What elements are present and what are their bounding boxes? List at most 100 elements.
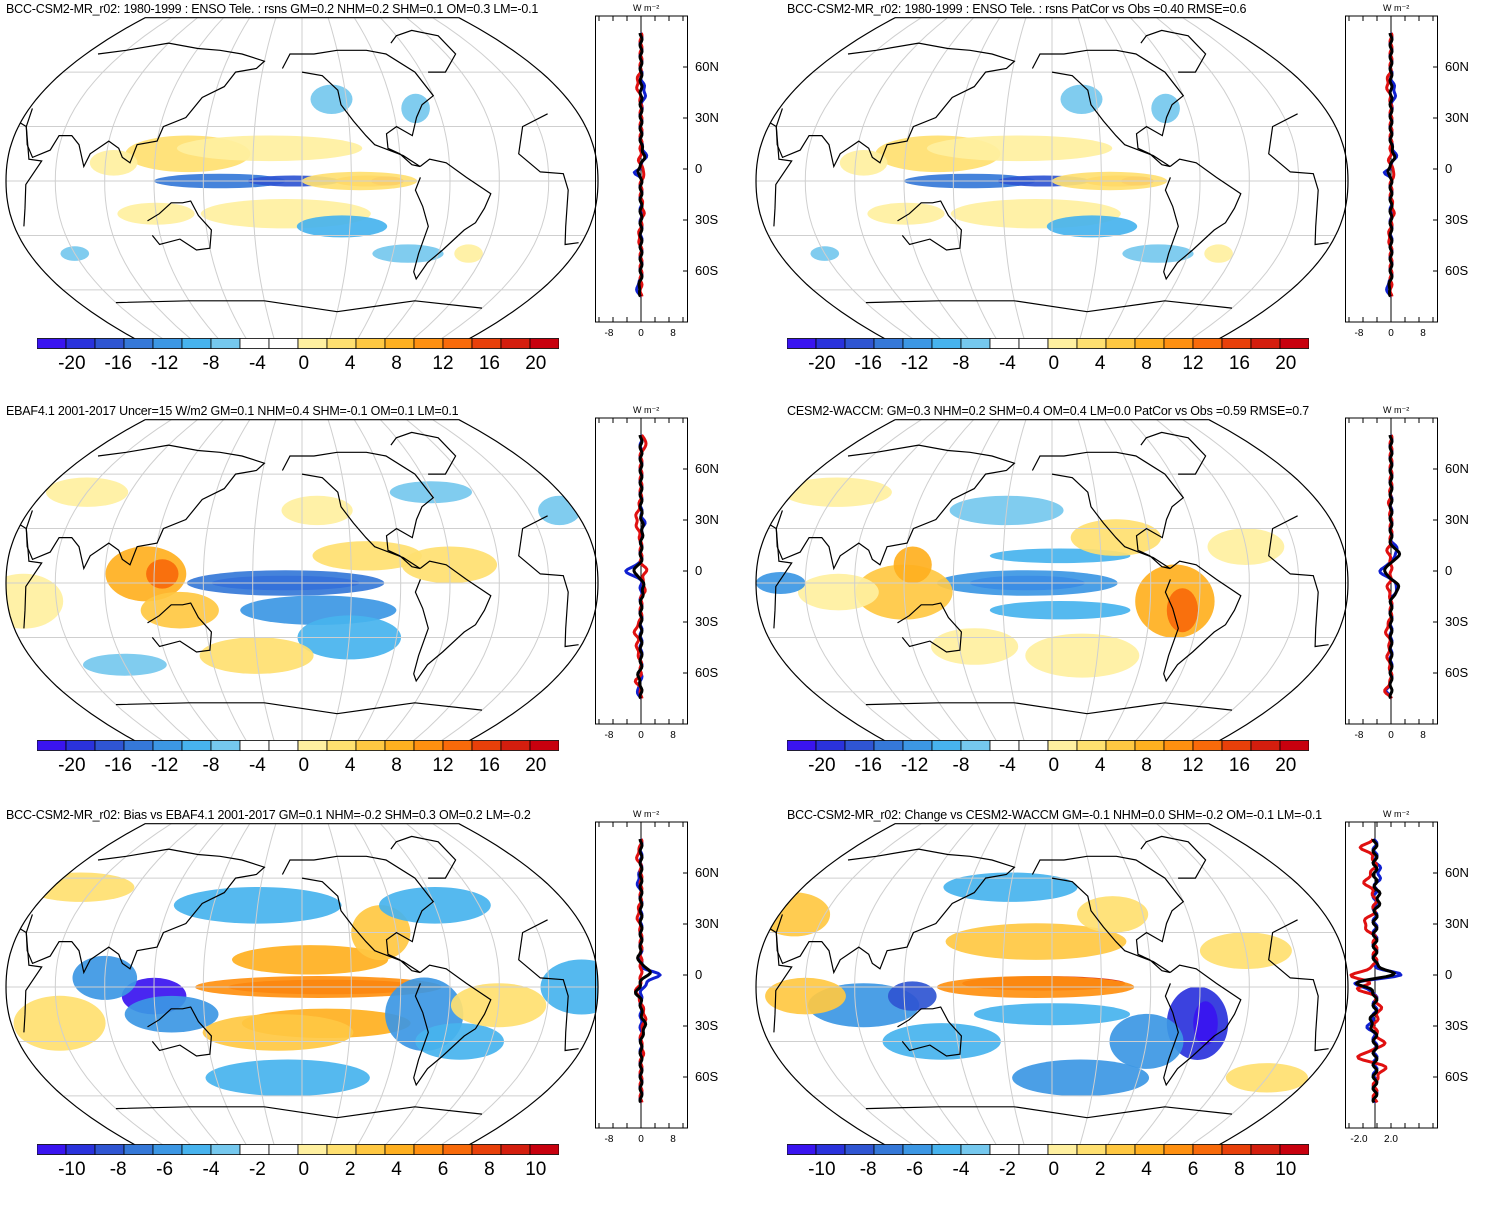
coastline-australia [897, 602, 963, 653]
colorbar-swatch [902, 740, 933, 751]
anomaly-region [1122, 244, 1194, 263]
colorbar-swatch [268, 740, 299, 751]
colorbar-swatch [500, 1144, 531, 1155]
colorbar-tick-label: -2 [998, 1159, 1016, 1180]
colorbar-tick-label: 0 [1048, 1159, 1060, 1180]
latitude-label: 30S [695, 1018, 719, 1033]
latitude-label: 60S [1445, 665, 1469, 680]
coastline-asia [775, 848, 1016, 975]
map-panel-p5: BCC-CSM2-MR_r02: Bias vs EBAF4.1 2001-20… [0, 806, 737, 1206]
colorbar-tick-label: 6 [437, 1159, 449, 1180]
colorbar-tick-label: 16 [478, 755, 500, 776]
coastline-australia [147, 1006, 213, 1057]
colorbar-swatch [844, 338, 875, 349]
colorbar-tick-label: 0 [1048, 353, 1060, 374]
colorbar-swatch [1279, 740, 1309, 751]
panel-title: EBAF4.1 2001-2017 Uncer=15 W/m2 GM=0.1 N… [6, 404, 459, 418]
coastline-namerica [1031, 451, 1185, 570]
colorbar-swatch [471, 1144, 502, 1155]
colorbar-tick-label: -4 [998, 353, 1016, 374]
latitude-label: 30N [695, 110, 719, 125]
colorbar-labels: -20 -16 -12 -8 -4 0 4 8 12 16 20 [787, 755, 1309, 779]
map-panel-p3: EBAF4.1 2001-2017 Uncer=15 W/m2 GM=0.1 N… [0, 402, 737, 802]
colorbar [37, 338, 559, 349]
colorbar-swatch [210, 338, 241, 349]
colorbar-tick-label: -8 [109, 1159, 127, 1180]
colorbar-swatch [1221, 1144, 1252, 1155]
coastline-greenland [390, 29, 457, 73]
colorbar-tick-label: 20 [525, 755, 547, 776]
colorbar [787, 740, 1309, 751]
latitude-label: 60S [1445, 1069, 1469, 1084]
coastline-africa [19, 122, 43, 227]
colorbar-swatch [1279, 338, 1309, 349]
colorbar-tick-label: -8 [952, 755, 970, 776]
latitude-label: 0 [1445, 161, 1453, 176]
colorbar-tick-label: -16 [104, 353, 132, 374]
coastline-samerica [413, 560, 492, 683]
colorbar-tick-label: -12 [900, 755, 929, 776]
colorbar-swatch [815, 740, 846, 751]
colorbar-tick-label: 16 [478, 353, 500, 374]
anomaly-region [401, 93, 430, 124]
coastline-antarctica [115, 702, 265, 706]
colorbar-swatch [1018, 1144, 1049, 1155]
zonal-x-tick-label: 0 [1388, 730, 1394, 741]
anomaly-region [296, 215, 388, 238]
colorbar-swatch [787, 740, 817, 751]
coastline-greenland [1140, 431, 1207, 475]
colorbar-swatch [65, 1144, 96, 1155]
colorbar-swatch [1163, 740, 1194, 751]
latitude-label: 60N [695, 865, 719, 880]
coastline-australia [897, 200, 963, 251]
colorbar-swatch [239, 740, 270, 751]
latitude-label: 0 [695, 967, 703, 982]
zonal-x-tick-label: 2.0 [1384, 1134, 1398, 1145]
colorbar-swatch [181, 338, 212, 349]
colorbar-tick-label: -4 [248, 353, 266, 374]
latitude-label: 60N [1445, 59, 1469, 74]
map-panel-p2: BCC-CSM2-MR_r02: 1980-1999 : ENSO Tele. … [750, 0, 1487, 400]
zonal-x-tick-label: 0 [638, 328, 644, 339]
colorbar-swatch [873, 338, 904, 349]
coastline-africa [769, 524, 793, 629]
colorbar-swatch [500, 740, 531, 751]
colorbar-swatch [123, 1144, 154, 1155]
mean-profile-line [636, 32, 647, 298]
colorbar-tick-label: 8 [391, 353, 402, 374]
colorbar-swatch [989, 1144, 1020, 1155]
colorbar-swatch [787, 338, 817, 349]
colorbar-swatch [94, 338, 125, 349]
colorbar-swatch [37, 1144, 67, 1155]
colorbar-swatch [1076, 740, 1107, 751]
graticule [756, 17, 1348, 345]
colorbar-swatch [297, 740, 328, 751]
colorbar-tick-label: 20 [1275, 353, 1297, 374]
colorbar-swatch [529, 1144, 559, 1155]
colorbar-swatch [1192, 740, 1223, 751]
coastline-samerica [1163, 158, 1242, 281]
latitude-label: 60S [695, 1069, 719, 1084]
colorbar-swatch [1018, 740, 1049, 751]
colorbar-swatch [989, 338, 1020, 349]
colorbar-tick-label: -4 [952, 1159, 970, 1180]
latitude-label: 0 [1445, 563, 1453, 578]
colorbar-tick-label: -12 [150, 353, 179, 374]
colorbar-tick-label: 10 [1275, 1159, 1297, 1180]
colorbar-swatch [210, 1144, 241, 1155]
colorbar-tick-label: -8 [952, 353, 970, 374]
colorbar-swatch [1279, 1144, 1309, 1155]
latitude-label: 60S [695, 263, 719, 278]
colorbar-tick-label: -2 [248, 1159, 266, 1180]
colorbar-swatch [1192, 338, 1223, 349]
coastline-antarctica [1014, 300, 1233, 313]
zonal-x-tick-label: 0 [638, 1134, 644, 1145]
mean-profile-line [1355, 838, 1396, 1104]
colorbar-swatch [239, 1144, 270, 1155]
robinson-map [755, 17, 1349, 345]
colorbar-swatch [1018, 338, 1049, 349]
colorbar-swatch [1221, 338, 1252, 349]
colorbar-tick-label: 2 [1094, 1159, 1106, 1180]
colorbar-swatch [65, 338, 96, 349]
colorbar-swatch [268, 338, 299, 349]
